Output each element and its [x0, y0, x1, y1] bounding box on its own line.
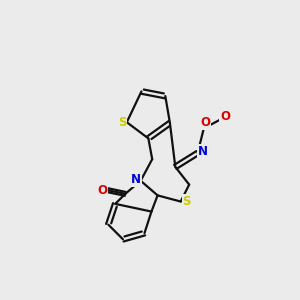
Text: S: S — [118, 116, 126, 129]
Text: O: O — [97, 184, 107, 196]
Text: O: O — [200, 116, 210, 129]
Text: N: N — [131, 173, 141, 186]
Text: N: N — [198, 145, 208, 158]
Text: S: S — [183, 195, 191, 208]
Text: O: O — [220, 110, 230, 123]
